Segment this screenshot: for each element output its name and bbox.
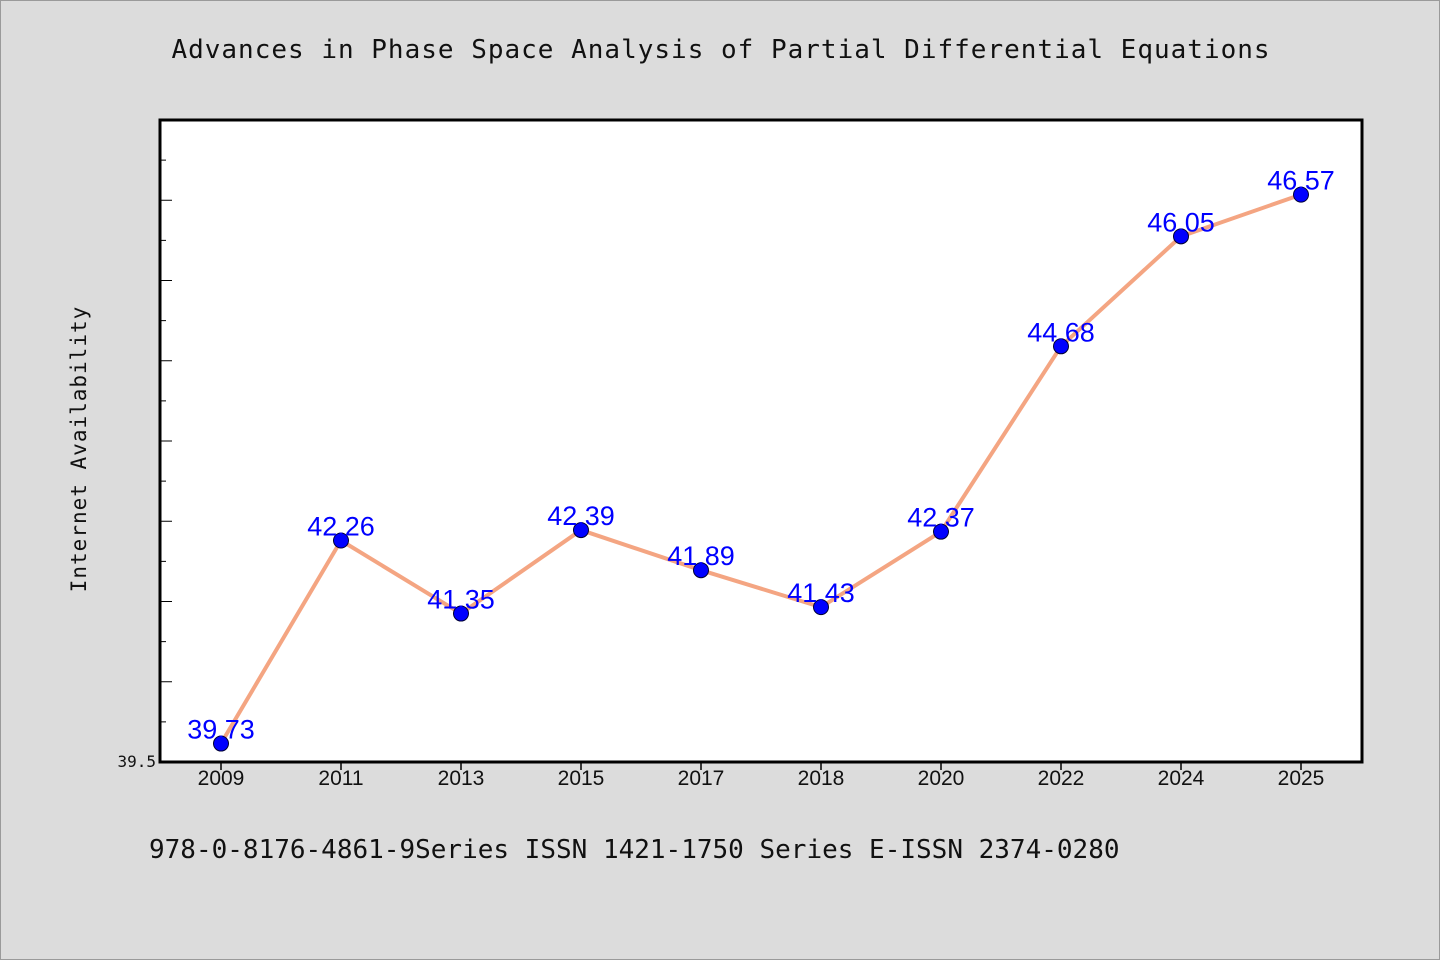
data-markers — [213, 186, 1309, 752]
data-point — [933, 523, 949, 540]
footer-text: 978-0-8176-4861-9Series ISSN 1421-1750 S… — [149, 835, 1120, 865]
x-tick-label: 2022 — [1038, 767, 1085, 790]
data-label: 46.05 — [1147, 207, 1215, 237]
x-tick-label: 2011 — [318, 767, 363, 790]
data-label: 41.89 — [667, 541, 735, 571]
data-point — [213, 735, 229, 752]
chart-title: Advances in Phase Space Analysis of Part… — [171, 35, 1271, 65]
data-label: 42.39 — [547, 501, 615, 531]
data-labels: 39.73 42.26 41.35 42.39 41.89 41.43 42.37 44.68… — [187, 166, 1335, 745]
x-tick-label: 2018 — [798, 767, 845, 790]
data-point — [333, 532, 349, 549]
plot-area — [158, 118, 1364, 764]
data-label: 41.35 — [427, 585, 495, 615]
x-tick-label: 2024 — [1158, 767, 1205, 790]
data-label: 46.57 — [1267, 166, 1335, 196]
x-tick-label: 2015 — [558, 767, 605, 790]
series-line — [219, 192, 1303, 746]
data-point — [453, 605, 469, 622]
data-point — [1293, 186, 1309, 203]
x-tick-label: 2013 — [438, 767, 485, 790]
data-point — [693, 562, 709, 579]
x-tick-label: 2025 — [1278, 767, 1325, 790]
data-label: 44.68 — [1027, 317, 1095, 347]
data-label: 39.73 — [187, 715, 255, 745]
data-point — [573, 522, 589, 539]
y-axis-ticks: 39.5 — [117, 119, 172, 771]
x-tick-label: 2017 — [678, 767, 725, 790]
x-axis-ticks: 2009 2011 2013 2015 2017 2018 2020 2022 2024 2025 — [198, 762, 1325, 790]
data-point — [813, 599, 829, 616]
data-label: 41.43 — [787, 578, 855, 608]
data-point — [1053, 338, 1069, 355]
plot-frame — [158, 118, 1364, 764]
y-tick-label: 39.5 — [117, 752, 156, 771]
data-point — [1173, 228, 1189, 245]
data-label: 42.26 — [307, 512, 375, 542]
x-tick-label: 2009 — [198, 767, 245, 790]
x-tick-label: 2020 — [918, 767, 965, 790]
series-line-group — [219, 192, 1303, 746]
data-label: 42.37 — [907, 503, 975, 533]
